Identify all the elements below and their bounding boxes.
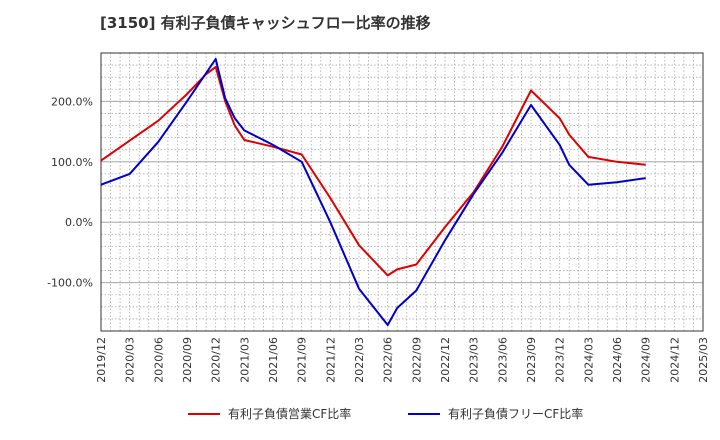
series-line-2	[100, 58, 646, 326]
chart-title: [3150] 有利子負債キャッシュフロー比率の推移	[100, 14, 431, 32]
x-tick-label: 2020/09	[181, 337, 194, 383]
x-tick-label: 2021/12	[324, 337, 337, 383]
plot-background	[101, 53, 703, 331]
x-tick-label: 2021/06	[267, 337, 280, 383]
x-tick-label: 2023/06	[496, 337, 509, 383]
x-tick-label: 2024/03	[582, 337, 595, 383]
plot-area: -100.0% 0.0% 100.0% 200.0% 2019/12 2020/03 202…	[47, 52, 710, 383]
x-tick-label: 2022/06	[382, 337, 395, 383]
x-tick-label: 2024/06	[611, 337, 624, 383]
x-tick-label: 2023/09	[525, 337, 538, 383]
x-tick-label: 2019/12	[95, 337, 108, 383]
x-tick-label: 2021/09	[296, 337, 309, 383]
legend-label-2: 有利子負債フリーCF比率	[448, 406, 583, 421]
plot-frame	[100, 52, 704, 332]
x-tick-label: 2021/03	[238, 337, 251, 383]
legend-label-1: 有利子負債営業CF比率	[228, 406, 351, 421]
y-tick-label: 200.0%	[51, 95, 93, 108]
y-tick-label: 0.0%	[65, 216, 93, 229]
x-tick-label: 2020/06	[152, 337, 165, 383]
x-tick-label: 2024/09	[640, 337, 653, 383]
x-tick-label: 2024/12	[668, 337, 681, 383]
y-tick-label: 100.0%	[51, 156, 93, 169]
x-tick-label: 2020/12	[210, 337, 223, 383]
y-tick-label: -100.0%	[47, 277, 93, 290]
x-tick-label: 2025/03	[697, 337, 710, 383]
x-tick-label: 2022/12	[439, 337, 452, 383]
x-tick-label: 2023/12	[554, 337, 567, 383]
x-tick-label: 2020/03	[124, 337, 137, 383]
legend: 有利子負債営業CF比率 有利子負債フリーCF比率	[188, 406, 583, 421]
x-tick-label: 2022/03	[353, 337, 366, 383]
x-tick-label: 2022/09	[410, 337, 423, 383]
x-tick-label: 2023/03	[468, 337, 481, 383]
